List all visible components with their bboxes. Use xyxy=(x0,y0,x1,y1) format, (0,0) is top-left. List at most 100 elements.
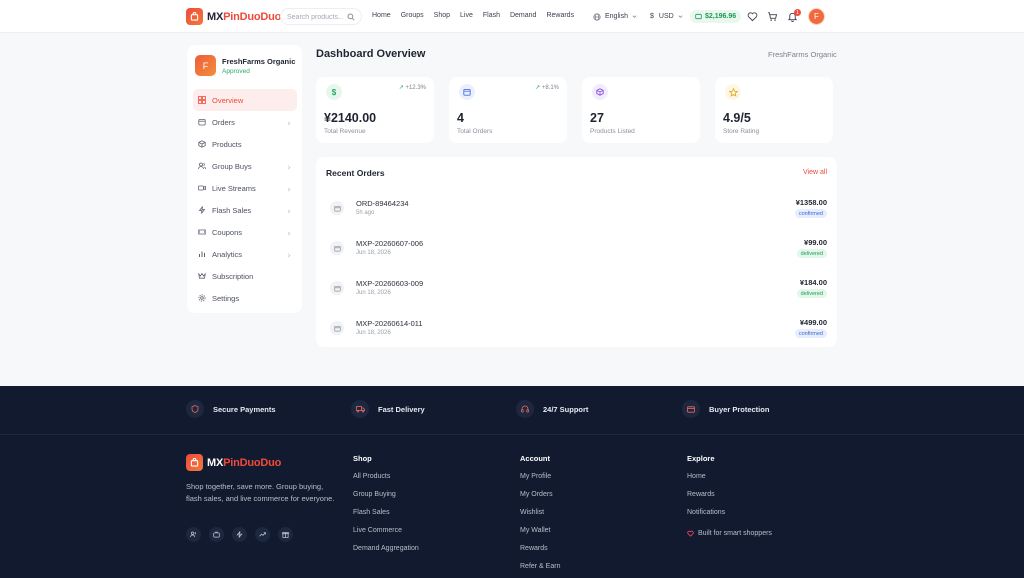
sidebar-item-coupons[interactable]: Coupons xyxy=(193,221,297,243)
sidebar-item-group-buys[interactable]: Group Buys xyxy=(193,155,297,177)
search-input[interactable] xyxy=(287,12,343,22)
order-amount: ¥99.00 xyxy=(804,238,827,247)
footer-link[interactable]: My Orders xyxy=(520,491,553,498)
shopping-bag-icon xyxy=(186,454,203,471)
stat-change: ↗ +8.1% xyxy=(535,85,559,91)
footer-link[interactable]: My Wallet xyxy=(520,527,551,534)
store-avatar: F xyxy=(195,55,216,76)
logo[interactable]: MXPinDuoDuo xyxy=(186,8,281,25)
cart-icon[interactable] xyxy=(767,11,778,22)
order-id: MXP-20260614-011 xyxy=(356,319,423,328)
wallet-balance[interactable]: $2,196.96 xyxy=(690,10,742,23)
sidebar-item-settings[interactable]: Settings xyxy=(193,287,297,309)
footer-link[interactable]: Home xyxy=(687,473,706,480)
status-badge: confirmed xyxy=(794,209,827,218)
footer-link[interactable]: All Products xyxy=(353,473,391,480)
currency-label: USD xyxy=(658,13,674,20)
footer-link[interactable]: Live Commerce xyxy=(353,527,403,534)
truck-icon xyxy=(351,400,369,418)
chevron-down-icon xyxy=(632,14,637,19)
top-header: MXPinDuoDuo Home Groups Shop Live Flash … xyxy=(0,0,1024,33)
nav-flash[interactable]: Flash xyxy=(482,12,500,19)
dollar-icon: $ xyxy=(650,13,654,20)
nav-groups[interactable]: Groups xyxy=(400,12,424,19)
currency-selector[interactable]: $ USD xyxy=(650,8,683,25)
stat-value: 4.9/5 xyxy=(723,111,751,125)
heart-icon[interactable] xyxy=(747,11,758,22)
order-id: MXP-20260603-009 xyxy=(356,279,424,288)
sidebar-menu: Overview Orders Products Group Buys Live… xyxy=(193,89,297,309)
footer-column-title: Shop xyxy=(353,454,372,463)
footer-link[interactable]: Demand Aggregation xyxy=(353,545,419,552)
calendar-icon xyxy=(459,84,475,100)
footer-link[interactable]: Flash Sales xyxy=(353,509,390,516)
footer-column-shop: Shop All Products Group Buying Flash Sal… xyxy=(353,454,419,563)
footer-link[interactable]: Refer & Earn xyxy=(520,563,561,570)
dashboard-sidebar: F FreshFarms Organic Approved Overview O… xyxy=(187,45,302,313)
social-links xyxy=(186,527,301,542)
footer-link[interactable]: My Profile xyxy=(520,473,552,480)
chevron-down-icon xyxy=(678,14,683,19)
footer-link[interactable]: Wishlist xyxy=(520,509,545,516)
nav-rewards[interactable]: Rewards xyxy=(546,12,575,19)
briefcase-icon[interactable] xyxy=(209,527,224,542)
sidebar-item-overview[interactable]: Overview xyxy=(193,89,297,111)
sidebar-item-label: Group Buys xyxy=(212,161,252,171)
sidebar-item-subscription[interactable]: Subscription xyxy=(193,265,297,287)
language-label: English xyxy=(605,13,628,20)
sidebar-item-orders[interactable]: Orders xyxy=(193,111,297,133)
stat-card-orders: ↗ +8.1% 4 Total Orders xyxy=(449,77,567,143)
status-badge: delivered xyxy=(796,249,827,258)
sidebar-item-label: Flash Sales xyxy=(212,205,252,215)
sidebar-item-label: Coupons xyxy=(212,227,243,237)
trending-up-icon[interactable] xyxy=(255,527,270,542)
card-icon xyxy=(682,400,700,418)
order-id: ORD-89464234 xyxy=(356,199,409,208)
heart-icon xyxy=(687,530,694,537)
order-date: Jun 18, 2026 xyxy=(356,290,391,296)
sidebar-item-label: Live Streams xyxy=(212,183,256,193)
nav-shop[interactable]: Shop xyxy=(433,12,451,19)
sidebar-item-flash-sales[interactable]: Flash Sales xyxy=(193,199,297,221)
nav-demand[interactable]: Demand xyxy=(509,12,537,19)
stat-change: ↗ +12.3% xyxy=(398,85,426,91)
order-row[interactable]: ORD-89464234 5h ago ¥1358.00 confirmed xyxy=(324,193,829,225)
store-profile: F FreshFarms Organic Approved xyxy=(195,55,295,76)
globe-icon xyxy=(593,12,601,21)
box-icon xyxy=(330,241,344,255)
footer-link[interactable]: Notifications xyxy=(687,509,726,516)
store-name: FreshFarms Organic xyxy=(222,56,296,66)
stat-card-products: 27 Products Listed xyxy=(582,77,700,143)
wallet-icon xyxy=(695,13,702,20)
gift-icon[interactable] xyxy=(278,527,293,542)
feature-secure-payments: Secure Payments xyxy=(186,400,276,418)
stat-label: Products Listed xyxy=(590,128,635,135)
user-avatar[interactable]: F xyxy=(808,8,825,25)
built-for-tagline: Built for smart shoppers xyxy=(687,530,772,537)
order-row[interactable]: MXP-20260607-006 Jun 18, 2026 ¥99.00 del… xyxy=(324,233,829,265)
search-icon[interactable] xyxy=(347,13,355,23)
users-icon[interactable] xyxy=(186,527,201,542)
video-icon xyxy=(197,184,206,193)
nav-live[interactable]: Live xyxy=(460,12,473,19)
star-icon xyxy=(725,84,741,100)
main-nav: Home Groups Shop Live Flash Demand Rewar… xyxy=(372,12,584,19)
nav-home[interactable]: Home xyxy=(372,12,391,19)
sidebar-item-products[interactable]: Products xyxy=(193,133,297,155)
order-row[interactable]: MXP-20260614-011 Jun 18, 2026 ¥499.00 co… xyxy=(324,313,829,345)
language-selector[interactable]: English xyxy=(593,8,637,25)
stat-label: Total Orders xyxy=(457,128,493,135)
footer-link[interactable]: Group Buying xyxy=(353,491,396,498)
stat-label: Store Rating xyxy=(723,128,760,135)
footer-logo[interactable]: MXPinDuoDuo xyxy=(186,454,281,471)
footer-link[interactable]: Rewards xyxy=(520,545,548,552)
sidebar-item-live-streams[interactable]: Live Streams xyxy=(193,177,297,199)
sidebar-item-analytics[interactable]: Analytics xyxy=(193,243,297,265)
order-row[interactable]: MXP-20260603-009 Jun 18, 2026 ¥184.00 de… xyxy=(324,273,829,305)
bolt-icon[interactable] xyxy=(232,527,247,542)
footer-link[interactable]: Rewards xyxy=(687,491,715,498)
search-box[interactable] xyxy=(280,8,362,25)
store-status: Approved xyxy=(222,67,250,75)
view-all-link[interactable]: View all xyxy=(803,169,827,176)
order-date: 5h ago xyxy=(356,210,375,216)
